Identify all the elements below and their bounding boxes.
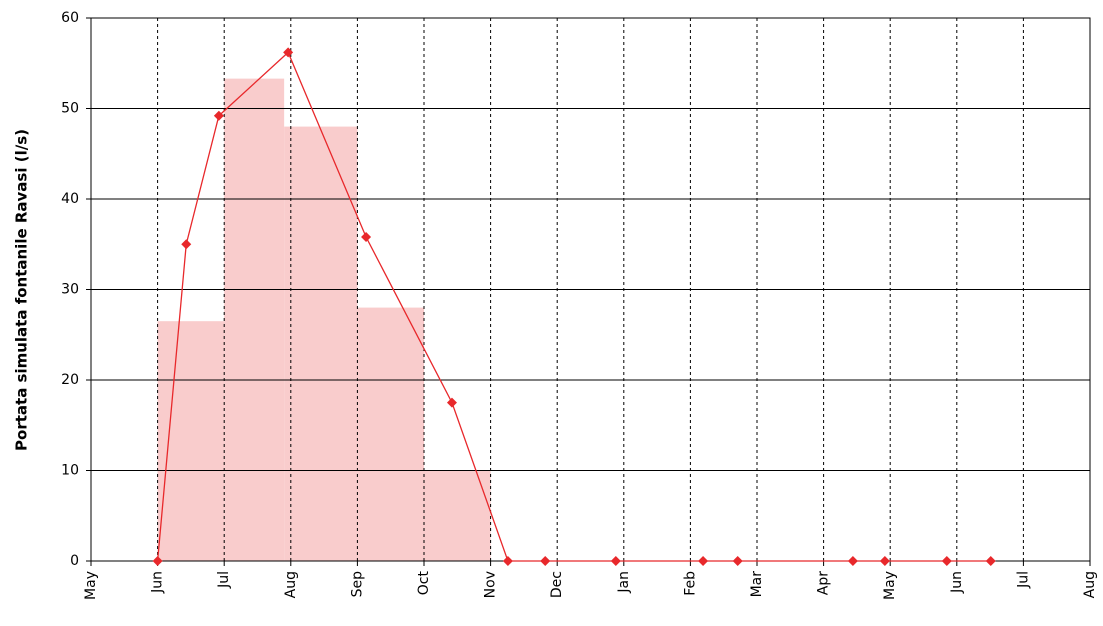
y-axis-label: Portata simulata fontanile Ravasi (l/s) [13,129,31,451]
marker [152,556,163,566]
x-tick-label: Dec [549,571,565,598]
marker [502,556,513,566]
x-tick-label: Nov [483,571,499,598]
bar [424,470,491,561]
x-tick-label: Oct [416,571,432,596]
marker [847,556,858,566]
marker [540,556,551,566]
marker [879,556,890,566]
y-tick-label: 30 [61,282,79,298]
bar [357,307,424,561]
bar [157,321,225,561]
marker [181,239,192,250]
x-tick-label: Feb [682,571,698,596]
marker [985,556,996,566]
x-tick-label: Mar [749,571,765,598]
y-tick-label: 60 [61,10,79,26]
y-tick-label: 0 [70,553,79,569]
marker [361,232,372,243]
y-tick-label: 20 [61,372,79,388]
x-tick-label: May [882,571,898,600]
y-tick-label: 10 [61,463,79,479]
x-tick-label: Jun [949,571,965,594]
x-tick-label: Jul [216,571,232,589]
marker [941,556,952,566]
x-tick-label: May [83,571,99,600]
x-tick-label: Jul [1015,571,1031,589]
marker [698,556,709,566]
x-tick-label: Sep [349,571,365,598]
marker [213,110,224,121]
x-tick-label: Apr [816,571,832,595]
marker [610,556,621,566]
x-tick-label: Jun [150,571,166,594]
y-tick-label: 50 [61,101,79,117]
x-tick-label: Jan [616,571,632,594]
bar [224,78,285,561]
x-tick-label: Aug [283,571,299,598]
marker [732,556,743,566]
marker [283,47,294,58]
x-tick-label: Aug [1082,571,1098,598]
marker [446,397,457,408]
y-tick-label: 40 [61,191,79,207]
